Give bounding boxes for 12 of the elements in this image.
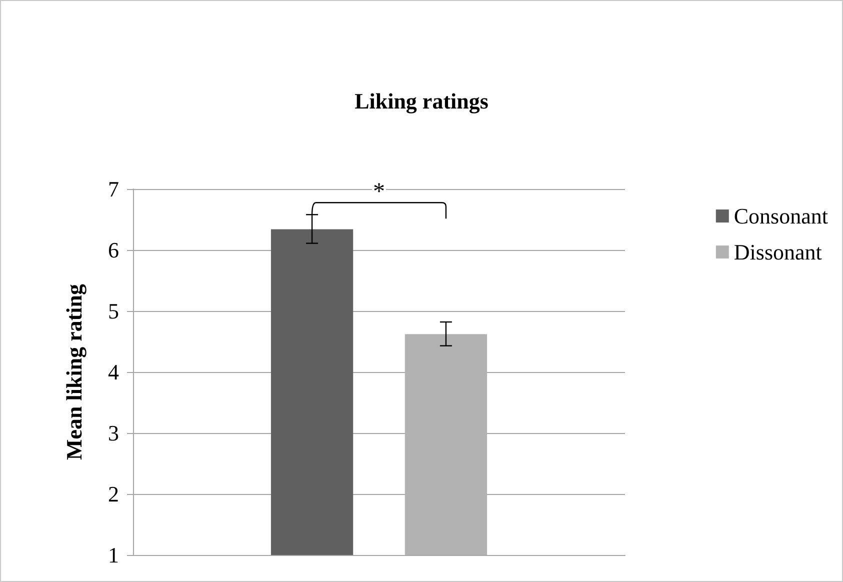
y-tick-label: 1 — [108, 542, 119, 568]
y-tick-label: 3 — [108, 420, 119, 446]
y-tick-label: 7 — [108, 176, 119, 202]
y-tick-label: 4 — [108, 360, 119, 384]
y-tick-label: 6 — [108, 238, 119, 262]
legend-label: Consonant — [734, 204, 828, 228]
y-tick-label: 5 — [108, 298, 119, 324]
legend-label: Dissonant — [734, 240, 822, 264]
y-tick-label: 2 — [108, 482, 119, 506]
y-axis-title: Mean liking rating — [62, 284, 86, 460]
chart-title: Liking ratings — [354, 88, 489, 114]
annotation: * — [372, 178, 386, 205]
